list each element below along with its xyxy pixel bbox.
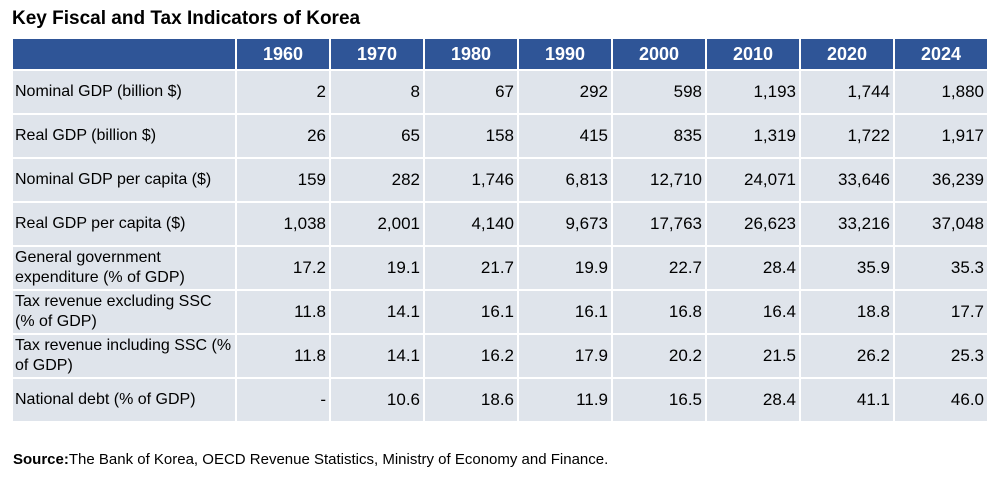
- table-cell: 11.9: [517, 377, 613, 423]
- table-cell: 17.2: [235, 245, 331, 291]
- table-cell: 28.4: [705, 377, 801, 423]
- table-cell: 33,646: [799, 157, 895, 203]
- table-cell: 6,813: [517, 157, 613, 203]
- table-cell: 2,001: [329, 201, 425, 247]
- table-row: Nominal GDP per capita ($) 159 282 1,746 6,8…: [11, 157, 989, 203]
- column-header: 2020: [799, 37, 895, 71]
- table-row: Tax revenue excluding SSC (% of GDP) 11.8…: [11, 289, 989, 335]
- table-cell: 65: [329, 113, 425, 159]
- table-cell: 292: [517, 69, 613, 115]
- table-cell: 10.6: [329, 377, 425, 423]
- table-cell: 67: [423, 69, 519, 115]
- table-cell: 16.4: [705, 289, 801, 335]
- table-cell: 35.9: [799, 245, 895, 291]
- table-cell: 2: [235, 69, 331, 115]
- column-header: 1990: [517, 37, 613, 71]
- table-row: Real GDP (billion $) 26 65 158 415 835 1,319 1,…: [11, 113, 989, 159]
- table-cell: 41.1: [799, 377, 895, 423]
- row-label: Nominal GDP (billion $): [11, 69, 237, 115]
- table-cell: 12,710: [611, 157, 707, 203]
- table-cell: 21.7: [423, 245, 519, 291]
- table-cell: 28.4: [705, 245, 801, 291]
- table-cell: 8: [329, 69, 425, 115]
- row-label: Real GDP (billion $): [11, 113, 237, 159]
- table-cell: 282: [329, 157, 425, 203]
- source-label: Source:: [13, 451, 69, 468]
- table-cell: 4,140: [423, 201, 519, 247]
- table-cell: 1,038: [235, 201, 331, 247]
- table-cell: 46.0: [893, 377, 989, 423]
- table-cell: 1,319: [705, 113, 801, 159]
- table-cell: 9,673: [517, 201, 613, 247]
- table-cell: 17,763: [611, 201, 707, 247]
- table-cell: 20.2: [611, 333, 707, 379]
- row-label: Nominal GDP per capita ($): [11, 157, 237, 203]
- table-cell: 159: [235, 157, 331, 203]
- table-cell: 14.1: [329, 333, 425, 379]
- table-cell: 18.8: [799, 289, 895, 335]
- row-label: National debt (% of GDP): [11, 377, 237, 423]
- row-label: General government expenditure (% of GDP…: [11, 245, 237, 291]
- table-cell: 415: [517, 113, 613, 159]
- table-cell: 36,239: [893, 157, 989, 203]
- row-label: Real GDP per capita ($): [11, 201, 237, 247]
- header-row: 1960 1970 1980 1990 2000 2010 2020 2024: [11, 37, 989, 71]
- table-cell: 1,722: [799, 113, 895, 159]
- table-cell: 1,917: [893, 113, 989, 159]
- table-cell: 16.1: [517, 289, 613, 335]
- table-cell: 17.9: [517, 333, 613, 379]
- table-cell: 21.5: [705, 333, 801, 379]
- title: Key Fiscal and Tax Indicators of Korea: [12, 8, 361, 29]
- table-cell: 16.5: [611, 377, 707, 423]
- source-note: Source:The Bank of Korea, OECD Revenue S…: [13, 451, 608, 468]
- table-cell: -: [235, 377, 331, 423]
- table-cell: 26.2: [799, 333, 895, 379]
- table-cell: 19.9: [517, 245, 613, 291]
- table-head: 1960 1970 1980 1990 2000 2010 2020 2024: [11, 37, 989, 71]
- table-cell: 158: [423, 113, 519, 159]
- column-header: 1970: [329, 37, 425, 71]
- table-row: National debt (% of GDP) -10.6 18.6 11.9 16.…: [11, 377, 989, 423]
- column-header: 2024: [893, 37, 989, 71]
- table-cell: 26,623: [705, 201, 801, 247]
- table-row: Nominal GDP (billion $) 2 8 67 292 598 1,193 1,…: [11, 69, 989, 115]
- column-header: 2010: [705, 37, 801, 71]
- table-cell: 26: [235, 113, 331, 159]
- table-row: General government expenditure (% of GDP…: [11, 245, 989, 291]
- table-cell: 35.3: [893, 245, 989, 291]
- table-cell: 16.1: [423, 289, 519, 335]
- table-cell: 19.1: [329, 245, 425, 291]
- table-cell: 22.7: [611, 245, 707, 291]
- table-cell: 37,048: [893, 201, 989, 247]
- table-cell: 14.1: [329, 289, 425, 335]
- table-cell: 11.8: [235, 333, 331, 379]
- table-cell: 33,216: [799, 201, 895, 247]
- column-header: 1980: [423, 37, 519, 71]
- table-cell: 25.3: [893, 333, 989, 379]
- table-cell: 1,744: [799, 69, 895, 115]
- data-table: 1960 1970 1980 1990 2000 2010 2020 2024 Nominal…: [11, 37, 989, 423]
- table-cell: 1,193: [705, 69, 801, 115]
- table-cell: 1,880: [893, 69, 989, 115]
- row-label: Tax revenue including SSC (% of GDP): [11, 333, 237, 379]
- table-cell: 16.8: [611, 289, 707, 335]
- table-cell: 18.6: [423, 377, 519, 423]
- table-cell: 17.7: [893, 289, 989, 335]
- table-cell: 11.8: [235, 289, 331, 335]
- table-cell: 835: [611, 113, 707, 159]
- table-cell: 24,071: [705, 157, 801, 203]
- table-row: Real GDP per capita ($) 1,038 2,001 4,140 9,…: [11, 201, 989, 247]
- table-row: Tax revenue including SSC (% of GDP) 11.8…: [11, 333, 989, 379]
- table-cell: 16.2: [423, 333, 519, 379]
- row-label: Tax revenue excluding SSC (% of GDP): [11, 289, 237, 335]
- table-cell: 598: [611, 69, 707, 115]
- source-text: The Bank of Korea, OECD Revenue Statisti…: [68, 451, 609, 468]
- header-corner: [11, 37, 237, 71]
- table-cell: 1,746: [423, 157, 519, 203]
- column-header: 2000: [611, 37, 707, 71]
- column-header: 1960: [235, 37, 331, 71]
- table-body: Nominal GDP (billion $) 2 8 67 292 598 1,193 1,…: [11, 69, 989, 423]
